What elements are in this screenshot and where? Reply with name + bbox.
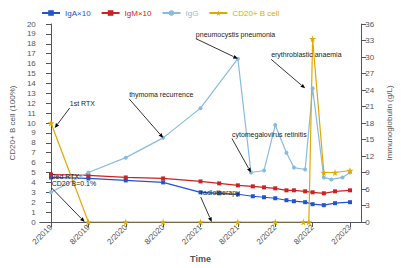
svg-text:2/2023: 2/2023	[330, 222, 354, 246]
svg-text:36: 36	[365, 20, 374, 29]
svg-text:0: 0	[365, 218, 370, 227]
svg-text:erythroblastic anaemia: erythroblastic anaemia	[271, 51, 342, 59]
svg-text:CD20 B=0.1%: CD20 B=0.1%	[52, 180, 97, 187]
svg-text:12: 12	[27, 99, 36, 108]
svg-text:1st RTX: 1st RTX	[70, 100, 95, 107]
svg-text:2ed RTX: 2ed RTX	[52, 173, 80, 180]
svg-text:1: 1	[31, 208, 36, 217]
svg-text:24: 24	[365, 86, 374, 95]
svg-text:8/2022: 8/2022	[292, 222, 316, 246]
svg-text:IgM×10: IgM×10	[125, 9, 152, 18]
svg-text:13: 13	[27, 89, 36, 98]
svg-text:IgA×10: IgA×10	[65, 9, 91, 18]
svg-text:11: 11	[27, 109, 36, 118]
svg-text:6: 6	[365, 185, 370, 194]
svg-text:18: 18	[365, 119, 374, 128]
svg-text:8/2021: 8/2021	[217, 222, 241, 246]
svg-text:3: 3	[31, 188, 36, 197]
svg-text:30: 30	[365, 53, 374, 62]
svg-text:33: 33	[365, 36, 374, 45]
svg-text:IgG: IgG	[185, 9, 198, 18]
svg-text:18: 18	[27, 39, 36, 48]
svg-text:8: 8	[31, 138, 36, 147]
svg-text:15: 15	[27, 69, 36, 78]
svg-text:9: 9	[365, 168, 370, 177]
svg-text:7: 7	[31, 148, 36, 157]
svg-text:5: 5	[31, 168, 36, 177]
svg-text:2/2021: 2/2021	[180, 222, 204, 246]
svg-text:15: 15	[365, 135, 374, 144]
svg-text:14: 14	[27, 79, 36, 88]
svg-text:16: 16	[27, 59, 36, 68]
svg-text:2/2019: 2/2019	[31, 222, 55, 246]
svg-text:2/2020: 2/2020	[105, 222, 129, 246]
svg-text:2: 2	[31, 198, 36, 207]
svg-text:CD20+ B cell (100%): CD20+ B cell (100%)	[8, 85, 17, 160]
svg-text:17: 17	[27, 49, 36, 58]
svg-text:20: 20	[27, 20, 36, 29]
svg-text:9: 9	[31, 128, 36, 137]
svg-text:6: 6	[31, 158, 36, 167]
svg-text:2/2022: 2/2022	[255, 222, 279, 246]
svg-text:10: 10	[27, 119, 36, 128]
svg-text:8/2020: 8/2020	[143, 222, 167, 246]
svg-text:8/2019: 8/2019	[68, 222, 92, 246]
svg-text:CD20+ B cell: CD20+ B cell	[232, 9, 279, 18]
svg-text:radiotherapy: radiotherapy	[201, 189, 240, 197]
svg-text:3: 3	[365, 201, 370, 210]
svg-text:19: 19	[27, 29, 36, 38]
svg-text:4: 4	[31, 178, 36, 187]
svg-text:thymoma recurrence: thymoma recurrence	[129, 91, 193, 99]
svg-text:21: 21	[365, 102, 374, 111]
svg-text:0: 0	[31, 218, 36, 227]
svg-text:12: 12	[365, 152, 374, 161]
svg-text:Immunoglobulin (g/L): Immunoglobulin (g/L)	[385, 85, 394, 160]
svg-text:pneumocystis pneumonia: pneumocystis pneumonia	[196, 31, 275, 39]
svg-text:cytomegalovirus retinitis: cytomegalovirus retinitis	[232, 131, 307, 139]
svg-text:27: 27	[365, 69, 374, 78]
svg-text:Time: Time	[190, 254, 211, 264]
